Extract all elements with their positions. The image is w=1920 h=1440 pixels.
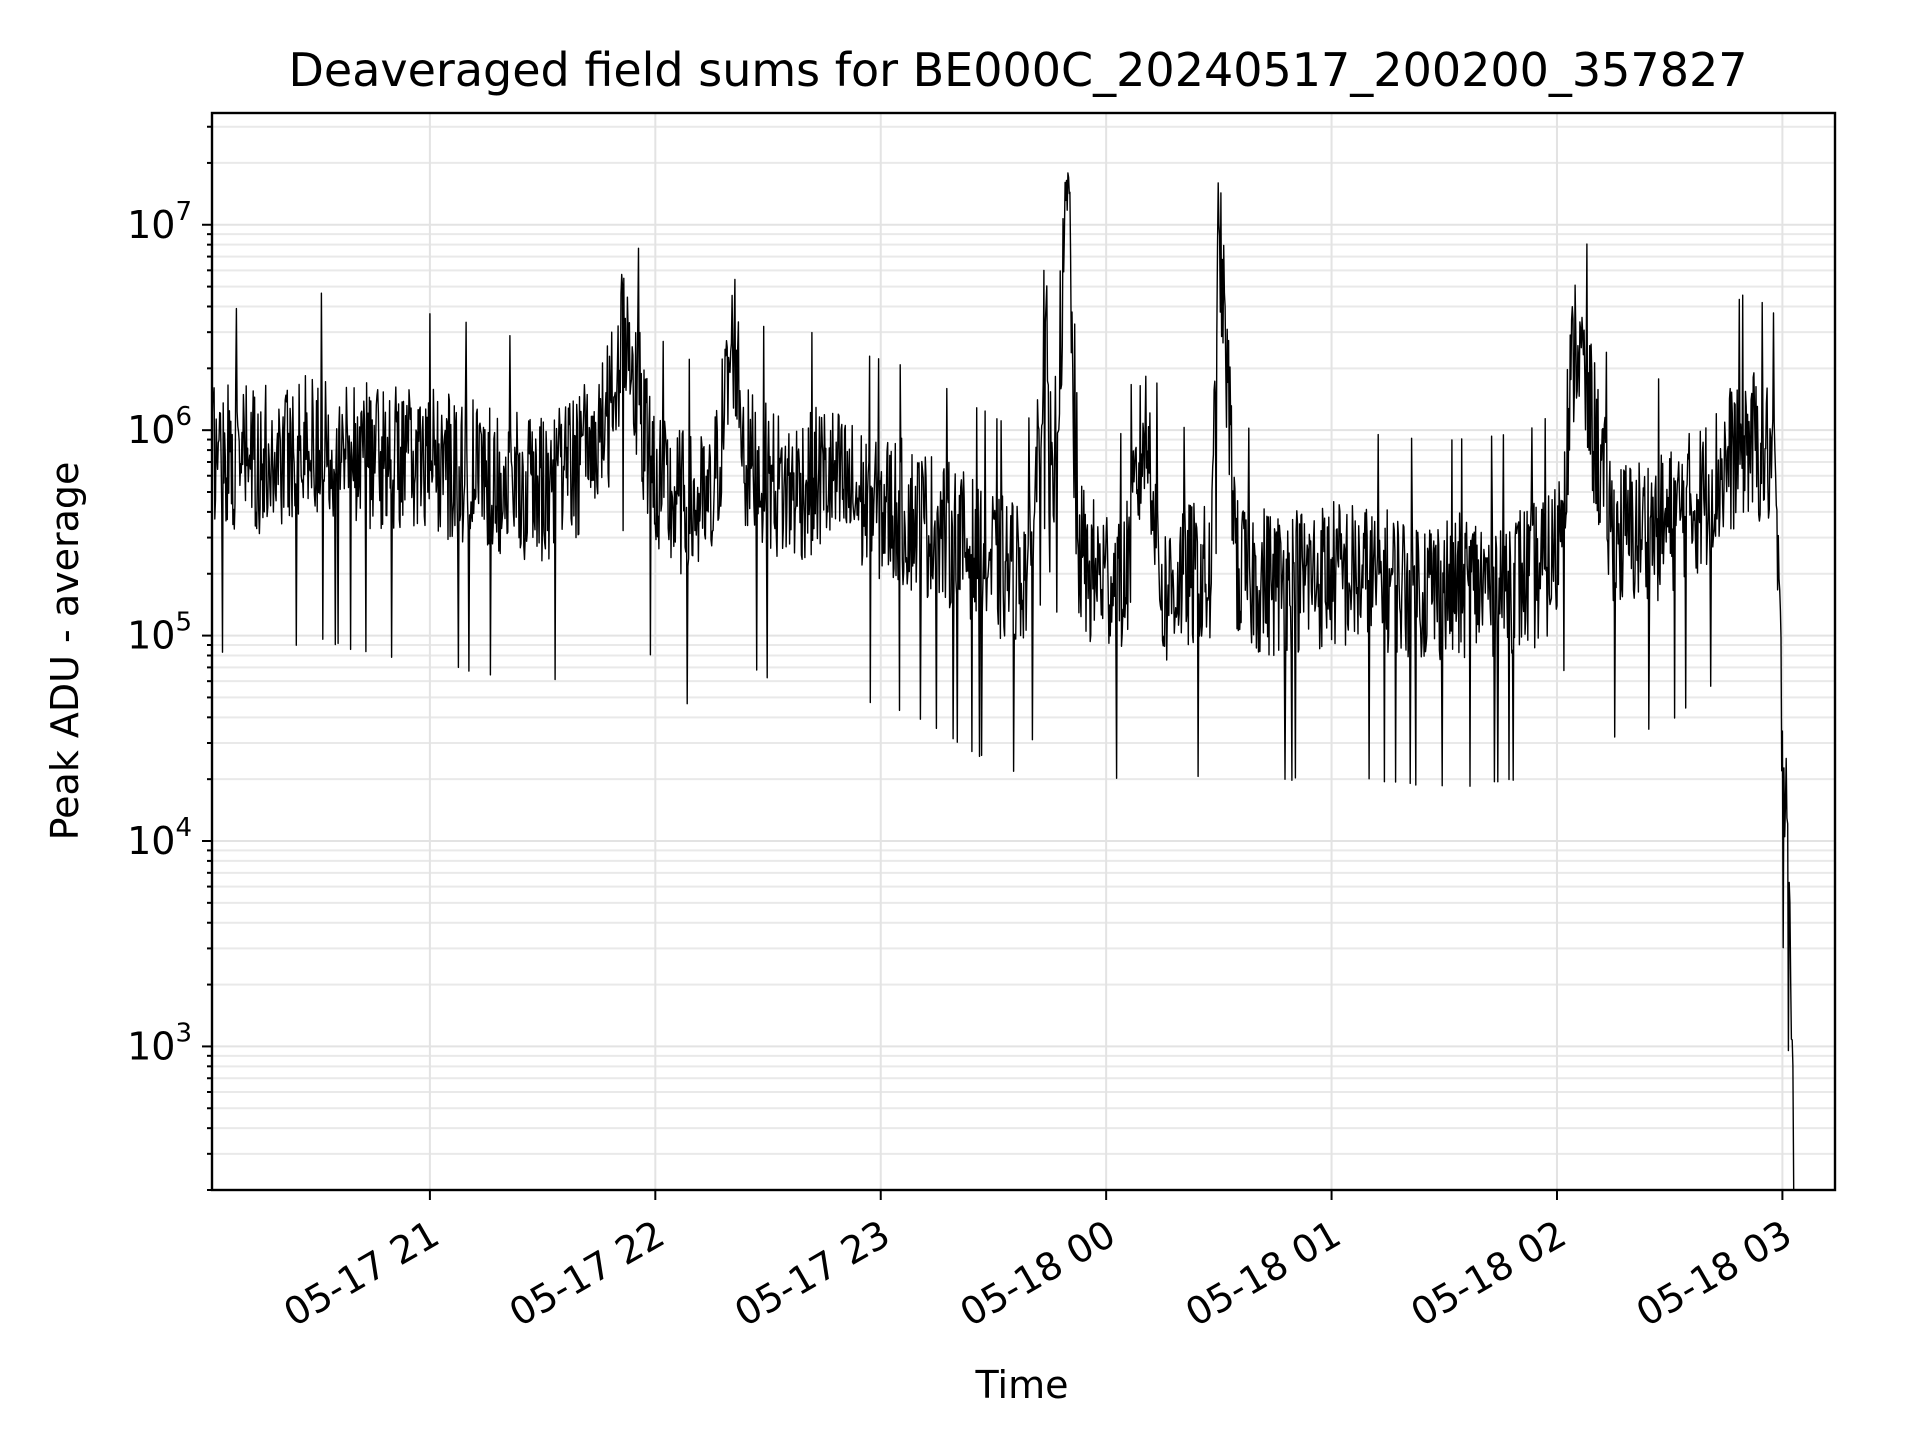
y-tick-label: 107 xyxy=(127,197,192,247)
series-layer xyxy=(211,172,1795,1191)
y-axis-label: Peak ADU - average xyxy=(43,462,87,841)
x-tick-label: 05-17 23 xyxy=(727,1212,897,1336)
y-axis-ticks: 103 104 105 106 107 xyxy=(127,125,212,1191)
chart-title: Deaveraged field sums for BE000C_2024051… xyxy=(289,43,1748,97)
x-tick-label: 05-17 21 xyxy=(276,1212,446,1336)
x-axis-label: Time xyxy=(975,1363,1069,1407)
x-tick-label: 05-18 00 xyxy=(953,1212,1123,1336)
y-tick-label: 104 xyxy=(127,813,192,863)
y-tick-label: 106 xyxy=(127,402,192,452)
series-line xyxy=(211,172,1795,1191)
plot-frame xyxy=(210,111,1837,1192)
grid xyxy=(212,113,1835,1191)
x-tick-label: 05-18 03 xyxy=(1629,1212,1799,1336)
x-tick-label: 05-18 01 xyxy=(1178,1212,1348,1336)
x-tick-label: 05-18 02 xyxy=(1404,1212,1574,1336)
y-tick-label: 105 xyxy=(127,608,192,658)
y-tick-label: 103 xyxy=(127,1018,192,1068)
x-axis-ticks: 05-17 21 05-17 22 05-17 23 05-18 00 05-18 01… xyxy=(276,1190,1799,1336)
x-tick-label: 05-17 22 xyxy=(502,1212,672,1336)
